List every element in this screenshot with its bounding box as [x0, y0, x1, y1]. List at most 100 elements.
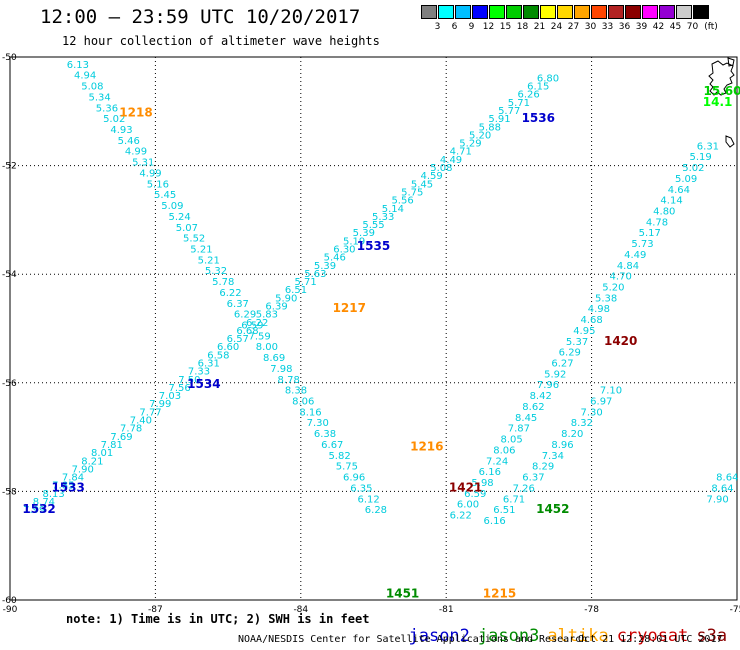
legend-label: 30: [584, 22, 597, 32]
wave-height-value: 7.10: [600, 386, 622, 397]
wave-height-value: 5.19: [690, 152, 712, 163]
wave-height-value: 5.39: [314, 261, 336, 272]
wave-height-value: 5.07: [176, 223, 198, 234]
wave-height-value: 5.98: [471, 478, 493, 489]
wave-height-value: 5.31: [132, 158, 154, 169]
wave-height-value: 6.60: [217, 342, 239, 353]
pass-time-label: 1420: [604, 334, 637, 348]
wave-height-value: 5.21: [190, 244, 212, 255]
wave-height-value: 5.33: [372, 212, 394, 223]
y-tick-label: -50: [2, 53, 17, 63]
pass-time-label: 1533: [51, 480, 84, 494]
legend-swatch: [642, 5, 658, 19]
sat-jason3: jason3: [477, 626, 540, 646]
wave-height-value: 8.45: [515, 413, 537, 424]
wave-height-value: 7.40: [130, 416, 152, 427]
wave-height-value: 6.96: [343, 473, 365, 484]
wave-height-value: 5.16: [147, 179, 169, 190]
wave-height-value: 6.26: [517, 90, 539, 101]
wave-height-value: 8.96: [551, 440, 573, 451]
wave-height-value: 5.55: [362, 220, 384, 231]
wave-height-value: 6.31: [198, 359, 220, 370]
wave-height-value: 7.30: [307, 418, 329, 429]
wave-height-value: 7.90: [72, 464, 94, 475]
wave-height-value: 8.05: [500, 435, 522, 446]
page-title: 12:00 – 23:59 UTC 10/20/2017: [40, 6, 361, 28]
wave-height-value: 5.14: [382, 204, 404, 215]
legend-swatch: [591, 5, 607, 19]
wave-height-value: 5.46: [324, 253, 346, 264]
wave-height-value: 4.59: [421, 171, 443, 182]
credit-line: NOAA/NESDIS Center for Satellite Applica…: [238, 634, 588, 645]
wave-height-value: 5.73: [631, 239, 653, 250]
legend-label: 27: [567, 22, 580, 32]
wave-height-value: 6.71: [503, 494, 525, 505]
wave-height-value: 4.93: [110, 125, 132, 136]
wave-height-value: 4.84: [617, 261, 639, 272]
wave-height-value: 5.46: [118, 136, 140, 147]
wave-height-value: 4.98: [588, 304, 610, 315]
legend-swatch: [676, 5, 692, 19]
wave-height-value: 6.13: [67, 60, 89, 71]
wave-height-value: 5.75: [401, 187, 423, 198]
coastline-islands: [708, 57, 735, 148]
wave-height-value: 8.32: [571, 418, 593, 429]
x-tick-label: -81: [439, 605, 454, 615]
wave-height-value: 4.71: [450, 147, 472, 158]
wave-height-value: 6.29: [559, 348, 581, 359]
wave-height-value: 4.49: [624, 250, 646, 261]
wave-height-value: 4.94: [74, 71, 96, 82]
pass-time-label: 14.1: [703, 95, 733, 109]
color-legend: 3 6 9 12 15 18 21 24 27 30 33 36 39 42 45 70 (ft): [421, 5, 721, 32]
legend-labels: 3 6 9 12 15 18 21 24 27 30 33 36 39 42 45 70 (ft): [421, 22, 721, 32]
sat-cryosat: cryosat: [616, 626, 689, 646]
wave-height-value: 8.29: [532, 462, 554, 473]
legend-label: 39: [635, 22, 648, 32]
sat-s3a: s3a: [696, 626, 728, 646]
pass-time-label: 1452: [536, 502, 569, 516]
altimeter-tracks: 6.134.945.085.345.365.024.935.464.995.31…: [23, 60, 738, 527]
satellite-legend: jason2 jason3 altika cryosat s3a: [388, 606, 735, 646]
wave-height-value: 6.12: [358, 494, 380, 505]
pass-time-label: 1421: [449, 480, 482, 494]
wave-height-value: 7.78: [120, 424, 142, 435]
wave-height-value: 6.51: [493, 505, 515, 516]
legend-label: 33: [601, 22, 614, 32]
legend-swatches: [421, 5, 721, 19]
wave-height-value: 4.99: [125, 147, 147, 158]
map-frame: [9, 56, 738, 601]
wave-height-value: 4.95: [573, 326, 595, 337]
y-tick-label: -54: [2, 270, 17, 280]
wave-height-value: 6.57: [227, 334, 249, 345]
wave-height-value: 7.96: [537, 380, 559, 391]
wave-height-value: 5.83: [256, 310, 278, 321]
wave-height-value: 8.21: [81, 456, 103, 467]
wave-height-value: 7.98: [270, 364, 292, 375]
wave-height-value: 7.26: [513, 483, 535, 494]
wave-height-value: 8.64: [711, 483, 733, 494]
wave-height-value: 5.20: [602, 282, 624, 293]
y-tick-label: -56: [2, 379, 17, 389]
wave-height-value: 7.03: [159, 391, 181, 402]
sat-jason2: jason2: [408, 626, 470, 646]
legend-label: 45: [669, 22, 682, 32]
legend-label: 15: [499, 22, 512, 32]
wave-height-value: 5.82: [328, 451, 350, 462]
wave-height-value: 4.80: [653, 206, 675, 217]
wave-height-value: 6.00: [457, 500, 479, 511]
wave-height-value: 4.14: [660, 196, 682, 207]
wave-height-value: 5.17: [639, 228, 661, 239]
pass-time-label: 1217: [333, 301, 366, 315]
wave-height-value: 8.78: [278, 375, 300, 386]
pass-time-label: 1535: [357, 239, 390, 253]
wave-height-value: 6.22: [246, 318, 268, 329]
pass-time-label: 1451: [386, 586, 419, 600]
legend-swatch: [574, 5, 590, 19]
legend-swatch: [489, 5, 505, 19]
legend-swatch: [659, 5, 675, 19]
wave-height-value: 6.80: [537, 73, 559, 84]
wave-height-value: 8.16: [299, 407, 321, 418]
wave-height-value: 6.16: [484, 516, 506, 527]
wave-height-value: 7.99: [149, 399, 171, 410]
wave-height-value: 6.16: [479, 467, 501, 478]
